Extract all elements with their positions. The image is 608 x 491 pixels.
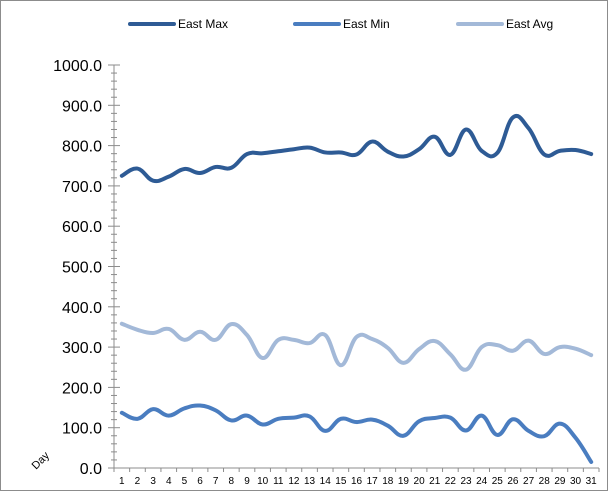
legend-item-east-max: East Max — [128, 17, 228, 31]
x-tick-label: 11 — [273, 476, 284, 487]
x-tick-label: 20 — [414, 476, 426, 487]
x-axis-title: Day — [30, 449, 53, 472]
x-tick-label: 15 — [335, 476, 347, 487]
x-tick-label: 8 — [229, 476, 235, 487]
x-tick-label: 19 — [398, 476, 410, 487]
x-tick-label: 6 — [197, 476, 203, 487]
y-tick-label: 0.0 — [80, 461, 102, 478]
legend-label: East Avg — [506, 17, 553, 31]
x-tick-label: 5 — [182, 476, 188, 487]
x-tick-label: 9 — [244, 476, 250, 487]
x-tick-label: 2 — [135, 476, 141, 487]
series-line-east-min — [119, 403, 594, 464]
x-tick-label: 17 — [367, 476, 379, 487]
x-tick-label: 31 — [586, 476, 598, 487]
legend: East Max East Min East Avg — [128, 17, 553, 31]
y-tick-label: 500.0 — [62, 260, 102, 277]
x-tick-label: 27 — [523, 476, 535, 487]
x-axis: 1 2 3 4 5 6 7 8 9 10 11 12 13 14 15 16 17 18 19 20 21 22 23 24 2… — [113, 467, 600, 487]
x-tick-label: 24 — [476, 476, 488, 487]
y-tick-label: 800.0 — [62, 139, 102, 156]
legend-item-east-min: East Min — [293, 17, 390, 31]
x-tick-label: 7 — [213, 476, 219, 487]
x-tick-label: 26 — [507, 476, 519, 487]
x-tick-label: 4 — [166, 476, 172, 487]
x-tick-label: 1 — [119, 476, 125, 487]
y-tick-label: 200.0 — [62, 380, 102, 397]
x-tick-label: 29 — [554, 476, 566, 487]
legend-label: East Max — [178, 17, 228, 31]
series-layer — [119, 113, 594, 464]
y-tick-label: 700.0 — [62, 179, 102, 196]
legend-label: East Min — [343, 17, 390, 31]
x-tick-label: 28 — [539, 476, 551, 487]
y-tick-label: 100.0 — [62, 421, 102, 438]
x-tick-label: 30 — [570, 476, 582, 487]
y-tick-label: 1000.0 — [53, 58, 102, 75]
y-axis: 0.0 100.0 200.0 300.0 400.0 500.0 600.0 700.0 80… — [53, 58, 120, 478]
legend-item-east-avg: East Avg — [456, 17, 553, 31]
y-tick-label: 400.0 — [62, 300, 102, 317]
series-line-east-avg — [119, 321, 594, 372]
y-tick-label: 900.0 — [62, 98, 102, 115]
x-tick-label: 21 — [429, 476, 441, 487]
x-tick-label: 13 — [304, 476, 316, 487]
x-tick-label: 18 — [382, 476, 394, 487]
x-tick-label: 23 — [460, 476, 472, 487]
series-line-east-max — [119, 113, 594, 184]
x-tick-label: 16 — [351, 476, 363, 487]
x-tick-label: 25 — [492, 476, 504, 487]
x-tick-label: 12 — [288, 476, 300, 487]
x-tick-label: 14 — [320, 476, 332, 487]
y-tick-label: 300.0 — [62, 340, 102, 357]
y-tick-label: 600.0 — [62, 219, 102, 236]
x-tick-label: 10 — [257, 476, 269, 487]
x-tick-label: 22 — [445, 476, 457, 487]
x-tick-label: 3 — [150, 476, 156, 487]
